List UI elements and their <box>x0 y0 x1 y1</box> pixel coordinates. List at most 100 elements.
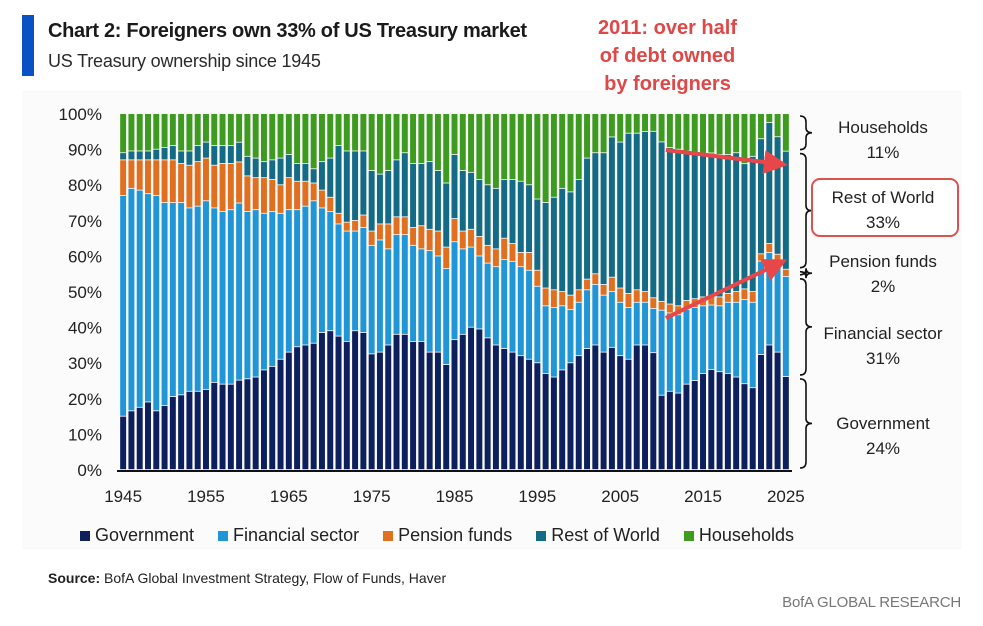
bar-segment-financial-sector <box>559 306 566 370</box>
bar-segment-pension-funds <box>758 254 764 261</box>
bar-segment-households <box>559 114 566 188</box>
right-label-name: Financial sector <box>823 324 942 343</box>
bar-segment-rest-of-world <box>550 197 557 290</box>
bar-stack-2023 <box>766 114 773 470</box>
bar-segment-rest-of-world <box>484 185 491 245</box>
legend-label: Rest of World <box>551 525 660 545</box>
bar-segment-government <box>484 338 491 470</box>
bar-segment-government <box>782 376 789 470</box>
y-axis: 0% 10% 20% 30% 40% 50% 60% 70% 80% 90% 100% <box>59 105 102 480</box>
x-axis: 1945 1955 1965 1975 1985 1995 2005 2015 2025 <box>104 487 805 506</box>
bar-stack-1951 <box>169 114 176 470</box>
bar-stack-2014 <box>691 114 698 470</box>
bar-stack-2021 <box>749 114 756 470</box>
bar-segment-households <box>617 114 624 142</box>
bar-segment-financial-sector <box>459 249 466 334</box>
bar-stack-1958 <box>227 114 234 470</box>
bar-segment-rest-of-world <box>327 158 334 197</box>
bar-segment-rest-of-world <box>385 170 392 224</box>
bar-segment-financial-sector <box>691 308 698 381</box>
bar-segment-rest-of-world <box>774 137 781 254</box>
bar-segment-government <box>410 341 417 470</box>
bar-segment-households <box>401 114 408 153</box>
bar-segment-rest-of-world <box>567 192 574 295</box>
bar-segment-pension-funds <box>666 304 673 313</box>
bar-segment-pension-funds <box>534 270 541 286</box>
bar-segment-pension-funds <box>592 274 599 285</box>
legend-label: Government <box>95 525 195 545</box>
bar-segment-rest-of-world <box>459 170 466 231</box>
bar-segment-government <box>161 405 168 470</box>
bar-stack-2002 <box>592 114 599 470</box>
bar-segment-households <box>683 114 690 151</box>
bar-segment-financial-sector <box>426 251 433 352</box>
bar-segment-government <box>584 348 591 470</box>
bar-segment-rest-of-world <box>501 179 508 238</box>
bar-segment-rest-of-world <box>260 162 267 178</box>
bar-segment-rest-of-world <box>285 154 292 178</box>
bar-segment-pension-funds <box>186 165 193 208</box>
bar-segment-households <box>318 114 325 162</box>
bar-segment-households <box>782 114 789 151</box>
legend: Government Financial sector Pension fund… <box>80 525 794 546</box>
bar-segment-financial-sector <box>766 252 773 345</box>
bar-stack-1996 <box>542 114 549 470</box>
bar-segment-government <box>724 373 731 470</box>
bar-segment-households <box>310 114 317 169</box>
bar-stack-1950 <box>161 114 168 470</box>
bar-segment-government <box>633 345 640 470</box>
bar-segment-government <box>186 391 193 470</box>
bar-segment-rest-of-world <box>782 151 789 269</box>
bar-stack-1949 <box>153 114 160 470</box>
bar-segment-pension-funds <box>277 185 284 213</box>
bar-stack-2025 <box>782 114 789 470</box>
legend-label: Pension funds <box>398 525 513 545</box>
bar-segment-financial-sector <box>683 309 690 384</box>
bar-segment-rest-of-world <box>434 170 441 231</box>
bar-segment-households <box>633 114 640 133</box>
bar-segment-financial-sector <box>277 213 284 359</box>
bar-segment-pension-funds <box>484 245 491 263</box>
bar-segment-households <box>501 114 508 180</box>
x-tick-label: 1975 <box>353 487 391 506</box>
legend-item-government: Government <box>80 525 194 546</box>
bar-segment-pension-funds <box>708 296 715 305</box>
bar-segment-households <box>666 114 673 148</box>
bar-segment-rest-of-world <box>675 149 682 306</box>
bar-stack-1967 <box>302 114 309 470</box>
bar-segment-government <box>335 336 342 470</box>
bar-segment-households <box>352 114 359 151</box>
bar-segment-government <box>393 334 400 470</box>
bar-segment-rest-of-world <box>451 154 458 219</box>
right-label-name: Households <box>838 118 928 137</box>
bar-segment-households <box>120 114 127 153</box>
x-tick-label: 1965 <box>270 487 308 506</box>
legend-swatch <box>80 530 90 541</box>
bar-segment-government <box>700 373 707 470</box>
bar-segment-pension-funds <box>633 290 640 302</box>
bar-segment-financial-sector <box>451 242 458 340</box>
bar-segment-financial-sector <box>335 224 342 336</box>
bar-stack-1970 <box>327 114 334 470</box>
bar-segment-households <box>608 114 615 137</box>
bar-segment-rest-of-world <box>393 160 400 217</box>
bar-segment-government <box>252 377 259 470</box>
bar-segment-pension-funds <box>294 181 301 210</box>
bar-segment-government <box>426 352 433 470</box>
bar-stack-1974 <box>360 114 367 470</box>
bar-segment-households <box>492 114 499 188</box>
bar-segment-households <box>410 114 417 164</box>
bar-segment-rest-of-world <box>128 151 135 160</box>
bar-segment-pension-funds <box>161 160 168 203</box>
bracket-pension-funds <box>799 268 813 279</box>
bar-segment-rest-of-world <box>584 158 591 279</box>
bar-segment-rest-of-world <box>509 179 516 244</box>
bar-segment-pension-funds <box>443 247 450 269</box>
bar-segment-financial-sector <box>294 210 301 347</box>
legend-swatch <box>536 530 547 541</box>
bar-segment-pension-funds <box>327 197 334 212</box>
annotation-line: of debt owned <box>599 45 736 67</box>
bar-stack-1962 <box>260 114 267 470</box>
legend-label: Households <box>698 525 794 545</box>
bar-segment-government <box>352 331 359 470</box>
